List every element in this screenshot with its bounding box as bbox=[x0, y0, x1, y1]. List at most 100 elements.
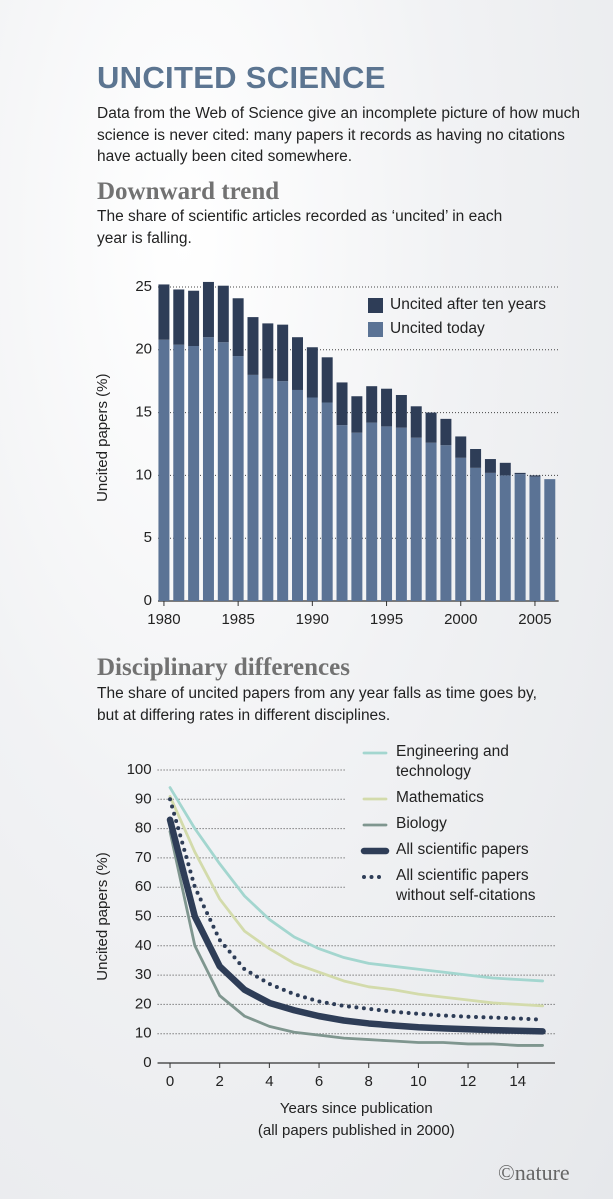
bar-segment bbox=[366, 422, 378, 601]
bar-segment bbox=[395, 394, 407, 428]
x-tick-label: 8 bbox=[365, 1073, 373, 1090]
legend-item: Uncited today bbox=[366, 320, 576, 340]
legend: Uncited after ten years Uncited today bbox=[366, 296, 576, 344]
bar-segment bbox=[440, 418, 452, 446]
page-title: UNCITED SCIENCE bbox=[97, 60, 386, 95]
chart-title: Disciplinary differences bbox=[97, 654, 350, 681]
bar-segment bbox=[425, 442, 437, 601]
legend-swatch bbox=[368, 298, 383, 313]
y-tick-label: 10 bbox=[135, 466, 152, 483]
legend-swatch bbox=[360, 847, 390, 855]
bar-segment bbox=[202, 337, 214, 601]
chart-subtitle: The share of uncited papers from any yea… bbox=[97, 685, 537, 724]
bar-segment bbox=[529, 476, 541, 601]
y-tick-label: 40 bbox=[135, 937, 152, 954]
x-tick-label: 10 bbox=[410, 1073, 427, 1090]
y-tick-label: 60 bbox=[135, 878, 152, 895]
legend-swatch bbox=[368, 322, 383, 337]
x-tick-label: 12 bbox=[460, 1073, 477, 1090]
legend-label: Mathematics bbox=[396, 789, 484, 806]
bar-segment bbox=[410, 406, 422, 438]
bar-segment bbox=[514, 472, 526, 475]
y-tick-label: 30 bbox=[135, 966, 152, 983]
x-tick-label: 6 bbox=[315, 1073, 323, 1090]
y-tick-label: 80 bbox=[135, 820, 152, 837]
bar-segment bbox=[425, 412, 437, 443]
bar-segment bbox=[232, 356, 244, 601]
bar-segment bbox=[470, 449, 482, 468]
bar-segment bbox=[395, 427, 407, 601]
x-tick-label: 2000 bbox=[444, 611, 477, 628]
bar-segment bbox=[292, 337, 303, 390]
y-tick-label: 90 bbox=[135, 790, 152, 807]
bar-segment bbox=[247, 374, 259, 601]
bar-segment bbox=[381, 426, 393, 601]
legend-item: Biology bbox=[360, 814, 550, 834]
chart-subtitle: The share of scientific articles recorde… bbox=[97, 208, 503, 247]
bar-segment bbox=[173, 289, 185, 345]
legend-swatch bbox=[362, 751, 388, 755]
bar-segment bbox=[277, 324, 289, 382]
bar-segment bbox=[306, 397, 318, 601]
bar-segment bbox=[217, 342, 229, 601]
y-axis-label: Uncited papers (%) bbox=[94, 374, 111, 502]
intro: Data from the Web of Science give an inc… bbox=[97, 105, 581, 165]
x-tick-label: 1980 bbox=[147, 611, 180, 628]
bar-segment bbox=[336, 382, 348, 426]
legend-item: All scientific papers bbox=[360, 840, 550, 860]
legend-label: Engineering and technology bbox=[396, 743, 509, 780]
legend-item: Mathematics bbox=[360, 788, 550, 808]
legend-swatch bbox=[362, 823, 388, 827]
y-tick-label: 5 bbox=[144, 529, 152, 546]
bar-segment bbox=[173, 344, 185, 601]
legend-label: Uncited today bbox=[390, 320, 485, 337]
bar-segment bbox=[232, 298, 244, 357]
legend-label: All scientific papers without self-citat… bbox=[396, 867, 536, 904]
x-tick-label: 1995 bbox=[370, 611, 403, 628]
bar-segment bbox=[262, 323, 274, 379]
line bbox=[168, 797, 545, 1022]
bar-segment bbox=[410, 437, 422, 601]
legend-label: Uncited after ten years bbox=[390, 296, 546, 313]
bar-segment bbox=[484, 459, 496, 473]
bar-segment bbox=[202, 281, 214, 338]
bar-segment bbox=[544, 479, 556, 601]
line bbox=[168, 794, 544, 1008]
y-tick-label: 15 bbox=[135, 404, 152, 421]
bar-segment bbox=[336, 425, 348, 601]
y-tick-label: 100 bbox=[127, 761, 152, 778]
bar-segment bbox=[455, 436, 467, 458]
bar-segment bbox=[484, 472, 496, 601]
y-tick-label: 50 bbox=[135, 907, 152, 924]
x-axis-label: Years since publication bbox=[280, 1100, 433, 1117]
line bbox=[168, 830, 544, 1047]
x-axis-label: (all papers published in 2000) bbox=[258, 1122, 455, 1139]
x-tick-label: 1990 bbox=[296, 611, 329, 628]
legend-swatch bbox=[368, 298, 383, 313]
x-tick-label: 0 bbox=[166, 1073, 174, 1090]
bar-segment bbox=[351, 432, 363, 601]
x-tick-label: 2 bbox=[216, 1073, 224, 1090]
chart-title: Downward trend bbox=[97, 178, 280, 205]
bar-segment bbox=[292, 389, 303, 601]
line bbox=[168, 786, 544, 983]
bar-segment bbox=[499, 462, 511, 476]
bar-segment bbox=[321, 357, 333, 403]
bar-segment bbox=[455, 457, 467, 601]
x-tick-label: 4 bbox=[265, 1073, 273, 1090]
bar-segment bbox=[306, 347, 318, 398]
x-tick-label: 2005 bbox=[518, 611, 551, 628]
legend-swatch bbox=[368, 322, 383, 337]
legend-swatch bbox=[362, 875, 388, 879]
legend-item: Engineering and technology bbox=[360, 742, 550, 782]
y-tick-label: 10 bbox=[135, 1025, 152, 1042]
bar-segment bbox=[366, 386, 378, 423]
bar-segment bbox=[381, 388, 393, 427]
y-tick-label: 20 bbox=[135, 341, 152, 358]
bar-segment bbox=[217, 285, 229, 343]
bar-segment bbox=[158, 284, 170, 340]
y-tick-label: 20 bbox=[135, 995, 152, 1012]
bar-segment bbox=[188, 290, 200, 347]
